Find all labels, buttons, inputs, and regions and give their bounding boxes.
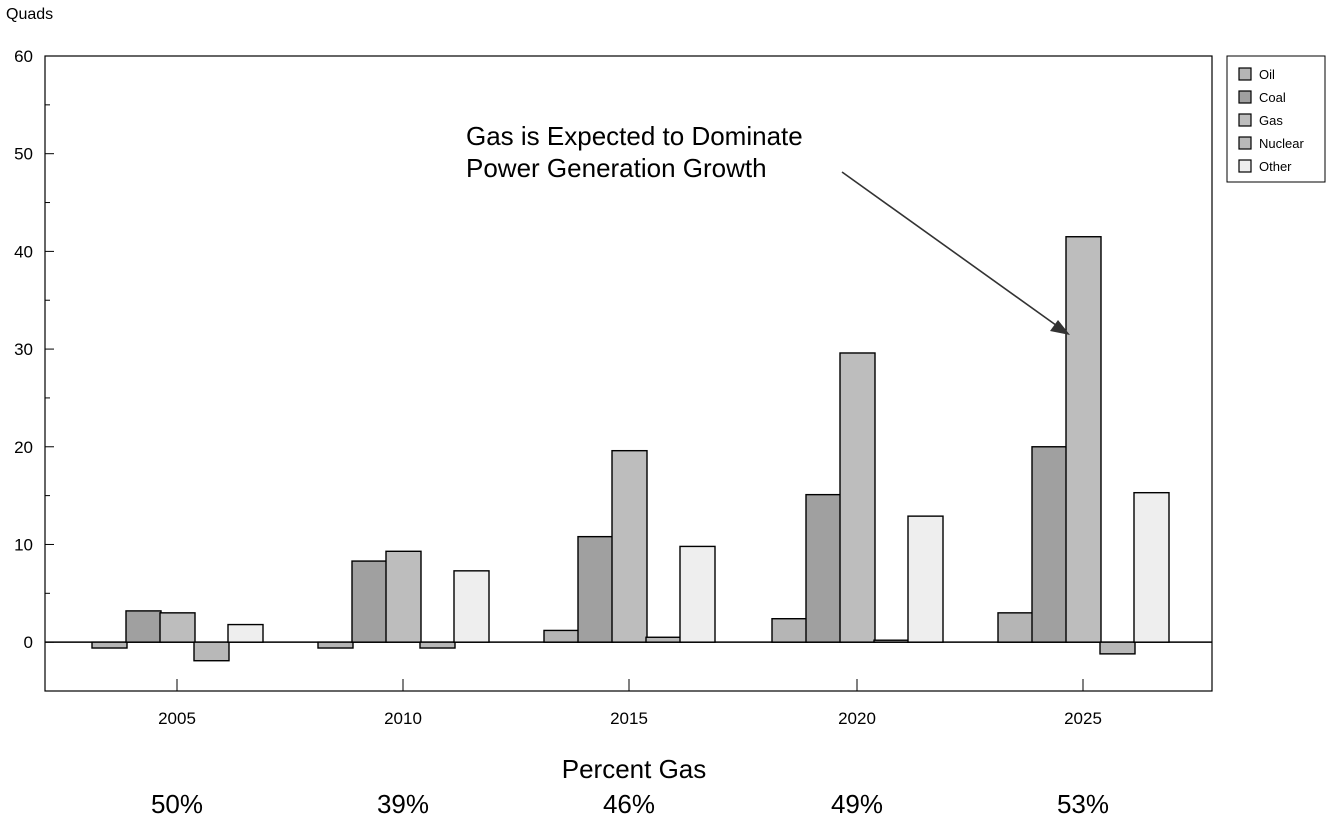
percent-gas-title: Percent Gas: [561, 754, 707, 784]
bar-oil-2005: [91, 641, 128, 649]
y-tick-label-40: 40: [14, 242, 33, 261]
y-tick-label-20: 20: [14, 438, 33, 457]
x-tick-label-2010: 2010: [384, 709, 422, 728]
legend-swatch-coal: [1238, 90, 1252, 104]
legend-label-other: Other: [1259, 159, 1292, 174]
legend-swatch-gas: [1238, 113, 1252, 127]
percent-gas-2005: 50%: [150, 789, 204, 819]
bar-nuclear-2005: [193, 641, 230, 662]
x-tick-label-2025: 2025: [1064, 709, 1102, 728]
y-tick-label-0: 0: [24, 633, 33, 652]
bar-oil-2015: [543, 629, 580, 643]
bar-gas-2005: [159, 612, 196, 643]
bar-gas-2025: [1065, 236, 1102, 643]
bar-nuclear-2015: [645, 636, 682, 643]
percent-gas-2010: 39%: [376, 789, 430, 819]
x-tick-label-2020: 2020: [838, 709, 876, 728]
percent-gas-2020: 49%: [830, 789, 884, 819]
bar-gas-2020: [839, 352, 876, 643]
bar-other-2015: [679, 545, 716, 643]
bar-coal-2025: [1031, 446, 1068, 643]
annotation-arrow-line: [841, 171, 1061, 329]
annotation-arrow-head: [1050, 320, 1070, 335]
legend-label-gas: Gas: [1259, 113, 1283, 128]
bar-coal-2010: [351, 560, 388, 643]
bar-oil-2025: [997, 612, 1034, 643]
bar-nuclear-2020: [873, 639, 910, 643]
x-tick-label-2005: 2005: [158, 709, 196, 728]
y-tick-label-50: 50: [14, 145, 33, 164]
annotation-line-1: Gas is Expected to Dominate: [466, 121, 803, 151]
bar-other-2025: [1133, 491, 1170, 643]
y-tick-label-10: 10: [14, 535, 33, 554]
y-tick-label-30: 30: [14, 340, 33, 359]
legend-swatch-oil: [1238, 67, 1252, 81]
percent-gas-2025: 53%: [1056, 789, 1110, 819]
legend-swatch-nuclear: [1238, 136, 1252, 150]
legend-label-oil: Oil: [1259, 67, 1275, 82]
bar-coal-2005: [125, 610, 162, 643]
annotation-line-2: Power Generation Growth: [466, 153, 767, 183]
bar-other-2010: [453, 570, 490, 643]
y-axis-unit-label: Quads: [6, 6, 54, 23]
bar-other-2005: [227, 623, 264, 643]
bar-coal-2015: [577, 535, 614, 643]
bar-other-2020: [907, 515, 944, 643]
legend-swatch-other: [1238, 159, 1252, 173]
bar-gas-2010: [385, 550, 422, 643]
bar-oil-2020: [771, 618, 808, 643]
annotation-text: Gas is Expected to Dominate Power Genera…: [466, 120, 803, 184]
bar-oil-2010: [317, 641, 354, 649]
bar-coal-2020: [805, 493, 842, 643]
bar-gas-2015: [611, 449, 648, 643]
percent-gas-2015: 46%: [602, 789, 656, 819]
x-tick-label-2015: 2015: [610, 709, 648, 728]
legend-label-nuclear: Nuclear: [1259, 136, 1304, 151]
bar-nuclear-2010: [419, 641, 456, 649]
y-tick-label-60: 60: [14, 47, 33, 66]
legend-label-coal: Coal: [1259, 90, 1286, 105]
bar-nuclear-2025: [1099, 641, 1136, 655]
